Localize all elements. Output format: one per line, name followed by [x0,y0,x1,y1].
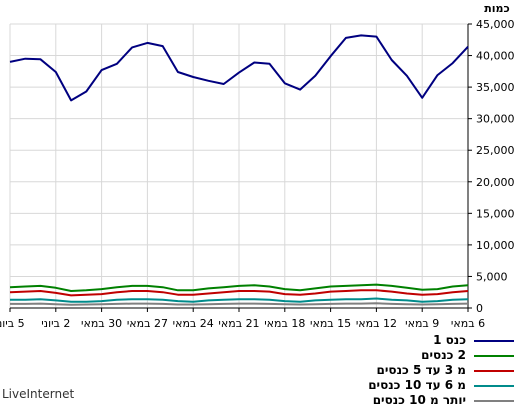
legend-label: כנס 1 [433,333,466,347]
series-line-1 [9,34,469,102]
y-tick-label: 20,000 [476,176,515,189]
legend-swatch [474,355,514,357]
y-axis-label: כמות [484,2,509,15]
y-axis-ticks: 0 5,000 10,000 15,000 20,000 25,000 30,000 35,0… [468,18,515,315]
x-tick-label: 2 ביוני [41,317,70,330]
legend-item-4: מ 6 עד 10 כנסים [300,378,514,393]
legend: כנס 1 2 כנסים מ 3 עד 5 כנסים מ 6 עד 10 כ… [300,333,514,408]
brand-label: LiveInternet [2,387,75,401]
legend-label: יותר מ 10 כנסים [372,393,466,407]
series-line-4 [10,297,469,303]
legend-item-5: יותר מ 10 כנסים [300,393,514,408]
legend-item-1: כנס 1 [300,333,514,348]
y-tick-label: 40,000 [476,50,515,63]
x-tick-label: 9 במאי [405,317,439,330]
y-tick-label: 45,000 [476,18,515,31]
y-tick-label: 10,000 [476,239,515,252]
x-tick-label: 12 במאי [356,317,397,330]
legend-label: מ 6 עד 10 כנסים [368,378,466,392]
series-line-3 [9,289,469,297]
y-tick-label: 25,000 [476,144,515,157]
series-line-2 [9,283,469,292]
x-tick-label: 27 במאי [127,317,168,330]
y-tick-label: 15,000 [476,207,515,220]
series-lines [9,34,469,306]
y-tick-label: 30,000 [476,113,515,126]
legend-item-3: מ 3 עד 5 כנסים [300,363,514,378]
x-tick-label: 21 במאי [218,317,259,330]
series-line-5 [10,302,469,306]
y-tick-label: 0 [476,302,483,315]
y-tick-label: 35,000 [476,81,515,94]
legend-swatch [474,385,514,387]
x-tick-label: 30 במאי [81,317,122,330]
legend-label: מ 3 עד 5 כנסים [376,363,466,377]
x-tick-label: 15 במאי [310,317,351,330]
legend-label: 2 כנסים [421,348,466,362]
legend-swatch [474,400,514,402]
grid [9,23,469,308]
x-tick-label: 24 במאי [173,317,214,330]
legend-swatch [474,340,514,342]
legend-item-2: 2 כנסים [300,348,514,363]
x-tick-label: 18 במאי [264,317,305,330]
y-tick-label: 5,000 [476,270,508,283]
x-axis-ticks: 6 במאי 9 במאי 12 במאי 15 במאי 18 במאי 21 במאי… [0,308,485,330]
x-tick-label: 5 ביוני [0,317,25,330]
legend-swatch [474,370,514,372]
x-tick-label: 6 במאי [451,317,485,330]
